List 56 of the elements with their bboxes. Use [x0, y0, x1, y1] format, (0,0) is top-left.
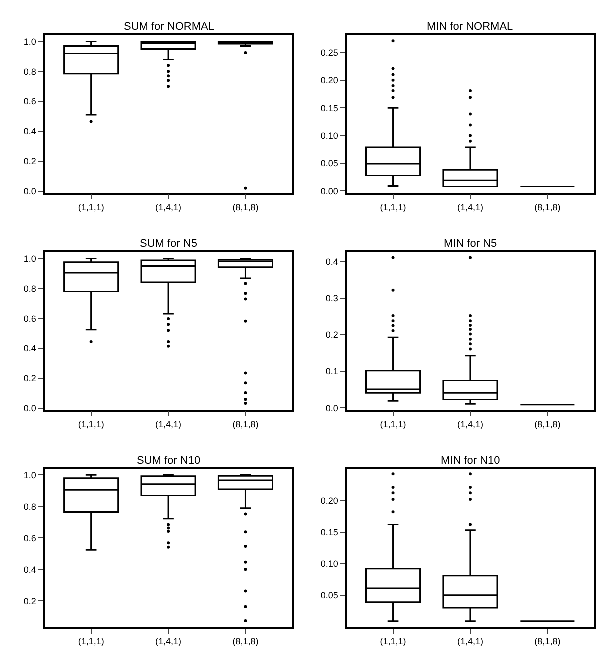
x-tick-label: (8,1,8) [232, 202, 259, 212]
x-tick-label: (1,1,1) [78, 636, 104, 647]
chart-title: MIN for N5 [444, 238, 498, 250]
y-tick-label: 0.05 [320, 158, 338, 169]
y-tick-label: 0.4 [326, 257, 338, 268]
y-tick-label: 0.20 [320, 496, 338, 506]
y-tick-label: 0.15 [320, 103, 338, 114]
y-tick-label: 0.15 [320, 527, 338, 538]
y-tick-label: 0.00 [320, 186, 338, 196]
chart-title: SUM for N5 [140, 238, 198, 250]
y-tick-label: 0.2 [24, 596, 36, 606]
y-tick-label: 0.4 [24, 126, 36, 137]
y-tick-label: 0.4 [24, 564, 36, 575]
y-tick-label: 1.0 [24, 36, 36, 47]
chart-title: SUM for N10 [137, 455, 201, 467]
y-tick-label: 0.0 [326, 403, 338, 414]
x-tick-label: (8,1,8) [534, 202, 561, 212]
x-tick-label: (8,1,8) [232, 636, 259, 647]
chart-title: MIN for N10 [441, 455, 500, 467]
x-tick-label: (1,1,1) [380, 202, 406, 212]
x-tick-label: (1,1,1) [78, 202, 104, 212]
chart-title: SUM for NORMAL [124, 21, 214, 33]
y-tick-label: 0.10 [320, 130, 338, 141]
y-tick-label: 0.6 [24, 314, 36, 324]
y-tick-label: 0.05 [320, 590, 338, 601]
y-tick-label: 0.6 [24, 533, 36, 544]
x-tick-label: (1,1,1) [380, 636, 406, 647]
x-tick-label: (1,4,1) [457, 202, 484, 212]
y-tick-label: 1.0 [24, 470, 36, 480]
y-tick-label: 0.0 [24, 186, 36, 197]
y-tick-label: 0.2 [326, 330, 338, 340]
y-tick-label: 1.0 [24, 254, 36, 264]
y-tick-label: 0.8 [24, 502, 36, 512]
y-tick-label: 0.4 [24, 344, 36, 354]
x-tick-label: (8,1,8) [232, 419, 259, 430]
x-tick-label: (1,4,1) [156, 636, 182, 647]
y-tick-label: 0.10 [320, 559, 338, 570]
y-tick-label: 0.0 [24, 404, 36, 414]
chart-title: MIN for NORMAL [427, 21, 514, 33]
y-tick-label: 0.8 [24, 284, 36, 294]
y-tick-label: 0.3 [326, 294, 338, 304]
x-tick-label: (1,4,1) [457, 636, 484, 647]
y-tick-label: 0.2 [24, 374, 36, 384]
x-tick-label: (1,4,1) [156, 419, 182, 430]
y-tick-label: 0.20 [320, 76, 338, 86]
x-tick-label: (1,4,1) [156, 202, 182, 212]
x-tick-label: (8,1,8) [534, 636, 561, 647]
y-tick-label: 0.1 [326, 366, 338, 377]
x-tick-label: (1,4,1) [457, 419, 484, 430]
y-tick-label: 0.6 [24, 96, 36, 107]
x-tick-label: (1,1,1) [78, 419, 104, 430]
y-tick-label: 0.25 [320, 48, 338, 58]
x-tick-label: (1,1,1) [380, 419, 406, 430]
x-tick-label: (8,1,8) [534, 419, 561, 430]
y-tick-label: 0.8 [24, 66, 36, 77]
y-tick-label: 0.2 [24, 156, 36, 167]
